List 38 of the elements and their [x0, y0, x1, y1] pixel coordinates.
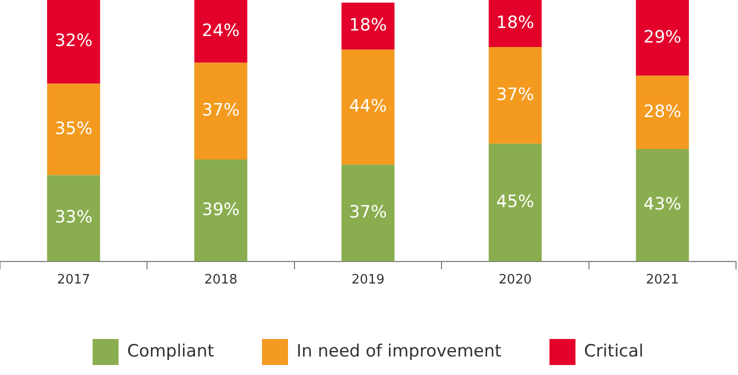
- bar: [47, 175, 100, 262]
- x-tick-label: 2021: [646, 272, 679, 288]
- bar: [47, 0, 100, 84]
- bar: [342, 2, 394, 50]
- data-label: 35%: [54, 118, 92, 139]
- legend-label: In need of improvement: [296, 341, 502, 362]
- data-label: 37%: [496, 84, 534, 105]
- data-label: 29%: [644, 27, 682, 48]
- data-label: 44%: [349, 96, 387, 117]
- bar: [342, 164, 394, 262]
- bar: [342, 50, 394, 165]
- bar: [194, 0, 248, 63]
- data-label: 18%: [496, 12, 534, 33]
- data-label: 37%: [349, 202, 387, 222]
- data-label: 32%: [54, 31, 92, 52]
- bar: [488, 0, 542, 48]
- data-label: 37%: [202, 100, 240, 121]
- bar: [488, 47, 542, 144]
- data-label: 28%: [644, 102, 682, 122]
- bar: [636, 76, 689, 149]
- data-label: 24%: [202, 20, 240, 41]
- data-label: 45%: [496, 192, 534, 212]
- legend-label: Compliant: [127, 341, 214, 362]
- bar: [636, 0, 689, 76]
- bar: [488, 144, 542, 262]
- x-tick-label: 2020: [498, 272, 532, 288]
- legend-label: Critical: [584, 341, 644, 362]
- data-label: 18%: [349, 16, 387, 36]
- x-tick-label: 2017: [57, 272, 90, 288]
- data-label: 33%: [54, 208, 92, 228]
- bar: [636, 149, 689, 262]
- x-tick-label: 2019: [351, 272, 385, 288]
- bar: [194, 159, 248, 262]
- data-label: 39%: [202, 200, 240, 220]
- data-label: 43%: [644, 194, 682, 215]
- bar: [47, 84, 100, 176]
- bar: [194, 62, 248, 160]
- x-tick-label: 2018: [204, 272, 238, 288]
